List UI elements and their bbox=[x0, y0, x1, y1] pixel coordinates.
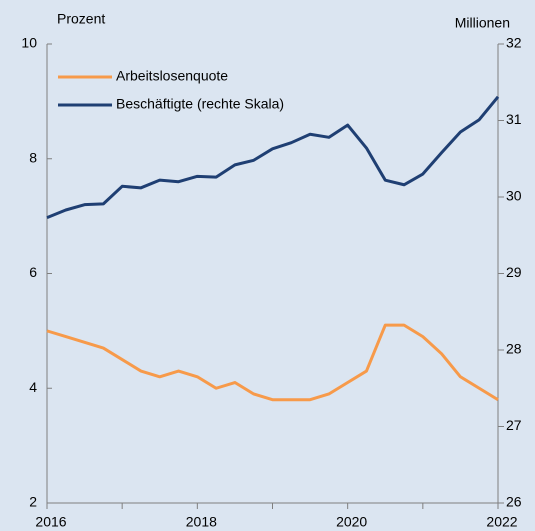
x-tick-label: 2022 bbox=[486, 514, 517, 530]
y-tick-label: 8 bbox=[29, 149, 37, 165]
y-tick-label: 6 bbox=[29, 264, 37, 280]
y2-axis-label: Millionen bbox=[455, 15, 510, 31]
y-tick-label: 2 bbox=[29, 494, 37, 510]
y2-tick-label: 30 bbox=[506, 188, 522, 204]
y2-tick-label: 32 bbox=[506, 35, 522, 51]
legend-label: Arbeitslosenquote bbox=[116, 68, 228, 84]
y2-tick-label: 29 bbox=[506, 264, 522, 280]
series-line bbox=[46, 95, 500, 220]
x-tick-label: 2018 bbox=[186, 514, 217, 530]
y2-tick-label: 26 bbox=[506, 494, 522, 510]
legend-label: Beschäftigte (rechte Skala) bbox=[116, 96, 284, 112]
y2-tick-label: 31 bbox=[506, 111, 522, 127]
x-tick-label: 2020 bbox=[336, 514, 367, 530]
y2-tick-label: 28 bbox=[506, 341, 522, 357]
y-axis-label: Prozent bbox=[57, 11, 105, 27]
series-line bbox=[46, 323, 499, 402]
y-tick-label: 10 bbox=[21, 35, 37, 51]
x-tick-label: 2016 bbox=[35, 514, 66, 530]
y-tick-label: 4 bbox=[29, 379, 37, 395]
y2-tick-label: 27 bbox=[506, 417, 522, 433]
